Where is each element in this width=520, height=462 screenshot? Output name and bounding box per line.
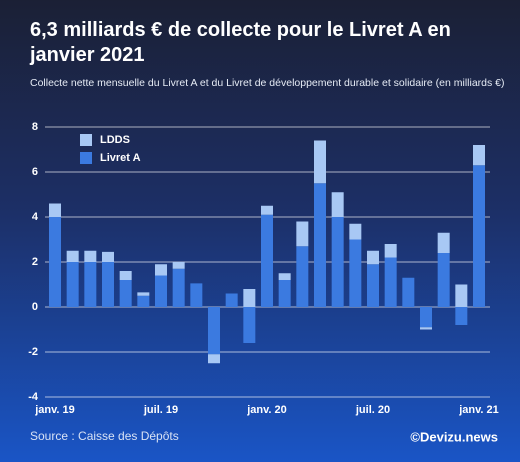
- bar-segment: [473, 165, 485, 307]
- x-tick-label: janv. 19: [34, 404, 75, 416]
- x-tick-label: juil. 19: [143, 404, 178, 416]
- bar-segment: [261, 214, 273, 307]
- bar-segment: [155, 275, 167, 307]
- bar-segment: [119, 271, 132, 280]
- y-tick-label: 2: [32, 256, 38, 268]
- bar-segment: [49, 203, 61, 217]
- legend-label: Livret A: [100, 152, 141, 164]
- bar-segment: [331, 217, 344, 307]
- bar-segment: [420, 327, 432, 330]
- y-tick-label: 4: [32, 211, 39, 223]
- bar-segment: [208, 307, 220, 355]
- bar-segment: [437, 253, 450, 307]
- bar-segment: [102, 251, 114, 262]
- bar-segment: [296, 246, 309, 307]
- bar-segment: [349, 239, 362, 307]
- bar-segment: [243, 307, 256, 343]
- bar-segment: [49, 217, 61, 307]
- bar-segment: [84, 250, 97, 262]
- bar-segment: [137, 295, 150, 307]
- bar-segment: [190, 283, 203, 307]
- bar-segment: [402, 277, 415, 307]
- bar-segment: [314, 183, 326, 307]
- legend-swatch: [80, 152, 92, 164]
- bar-segment: [420, 307, 432, 328]
- chart-subtitle: Collecte nette mensuelle du Livret A et …: [30, 77, 505, 89]
- chart-title: 6,3 milliards € de collecte pour le Livr…: [30, 19, 451, 66]
- bar-segment: [102, 262, 114, 307]
- y-tick-label: 8: [32, 121, 38, 133]
- bar-segment: [473, 145, 485, 166]
- bar-segment: [437, 232, 450, 253]
- x-tick-label: janv. 20: [246, 404, 287, 416]
- legend-swatch: [80, 134, 92, 146]
- x-tick-label: juil. 20: [355, 404, 390, 416]
- bar-segment: [278, 273, 291, 280]
- bar-segment: [225, 293, 238, 307]
- credit: ©Devizu.news: [410, 429, 498, 444]
- bar-segment: [84, 262, 97, 307]
- bar-segment: [66, 250, 79, 262]
- bar-segment: [384, 244, 397, 258]
- bar-segment: [367, 250, 379, 265]
- legend-label: LDDS: [100, 134, 130, 146]
- y-tick-label: 6: [32, 166, 38, 178]
- bar-segment: [367, 264, 379, 307]
- bar-segment: [172, 262, 185, 269]
- bar-segment: [119, 280, 132, 307]
- bar-segment: [243, 289, 256, 307]
- bar-segment: [296, 221, 309, 247]
- bar-segment: [155, 264, 167, 276]
- bar-segment: [172, 268, 185, 307]
- bar-segment: [314, 140, 326, 184]
- source: Source : Caisse des Dépôts: [30, 429, 179, 443]
- y-tick-label: -4: [28, 391, 39, 403]
- x-tick-label: janv. 21: [458, 404, 499, 416]
- bar-segment: [331, 192, 344, 217]
- bar-segment: [455, 307, 468, 325]
- bar-segment: [455, 284, 468, 307]
- bar-segment: [137, 292, 150, 296]
- y-tick-label: 0: [32, 301, 38, 313]
- bar-segment: [384, 257, 397, 307]
- bar-segment: [349, 223, 362, 240]
- bar-segment: [261, 205, 273, 215]
- y-tick-label: -2: [28, 346, 38, 358]
- bar-segment: [208, 354, 220, 364]
- bar-segment: [278, 280, 291, 307]
- bar-segment: [66, 262, 79, 307]
